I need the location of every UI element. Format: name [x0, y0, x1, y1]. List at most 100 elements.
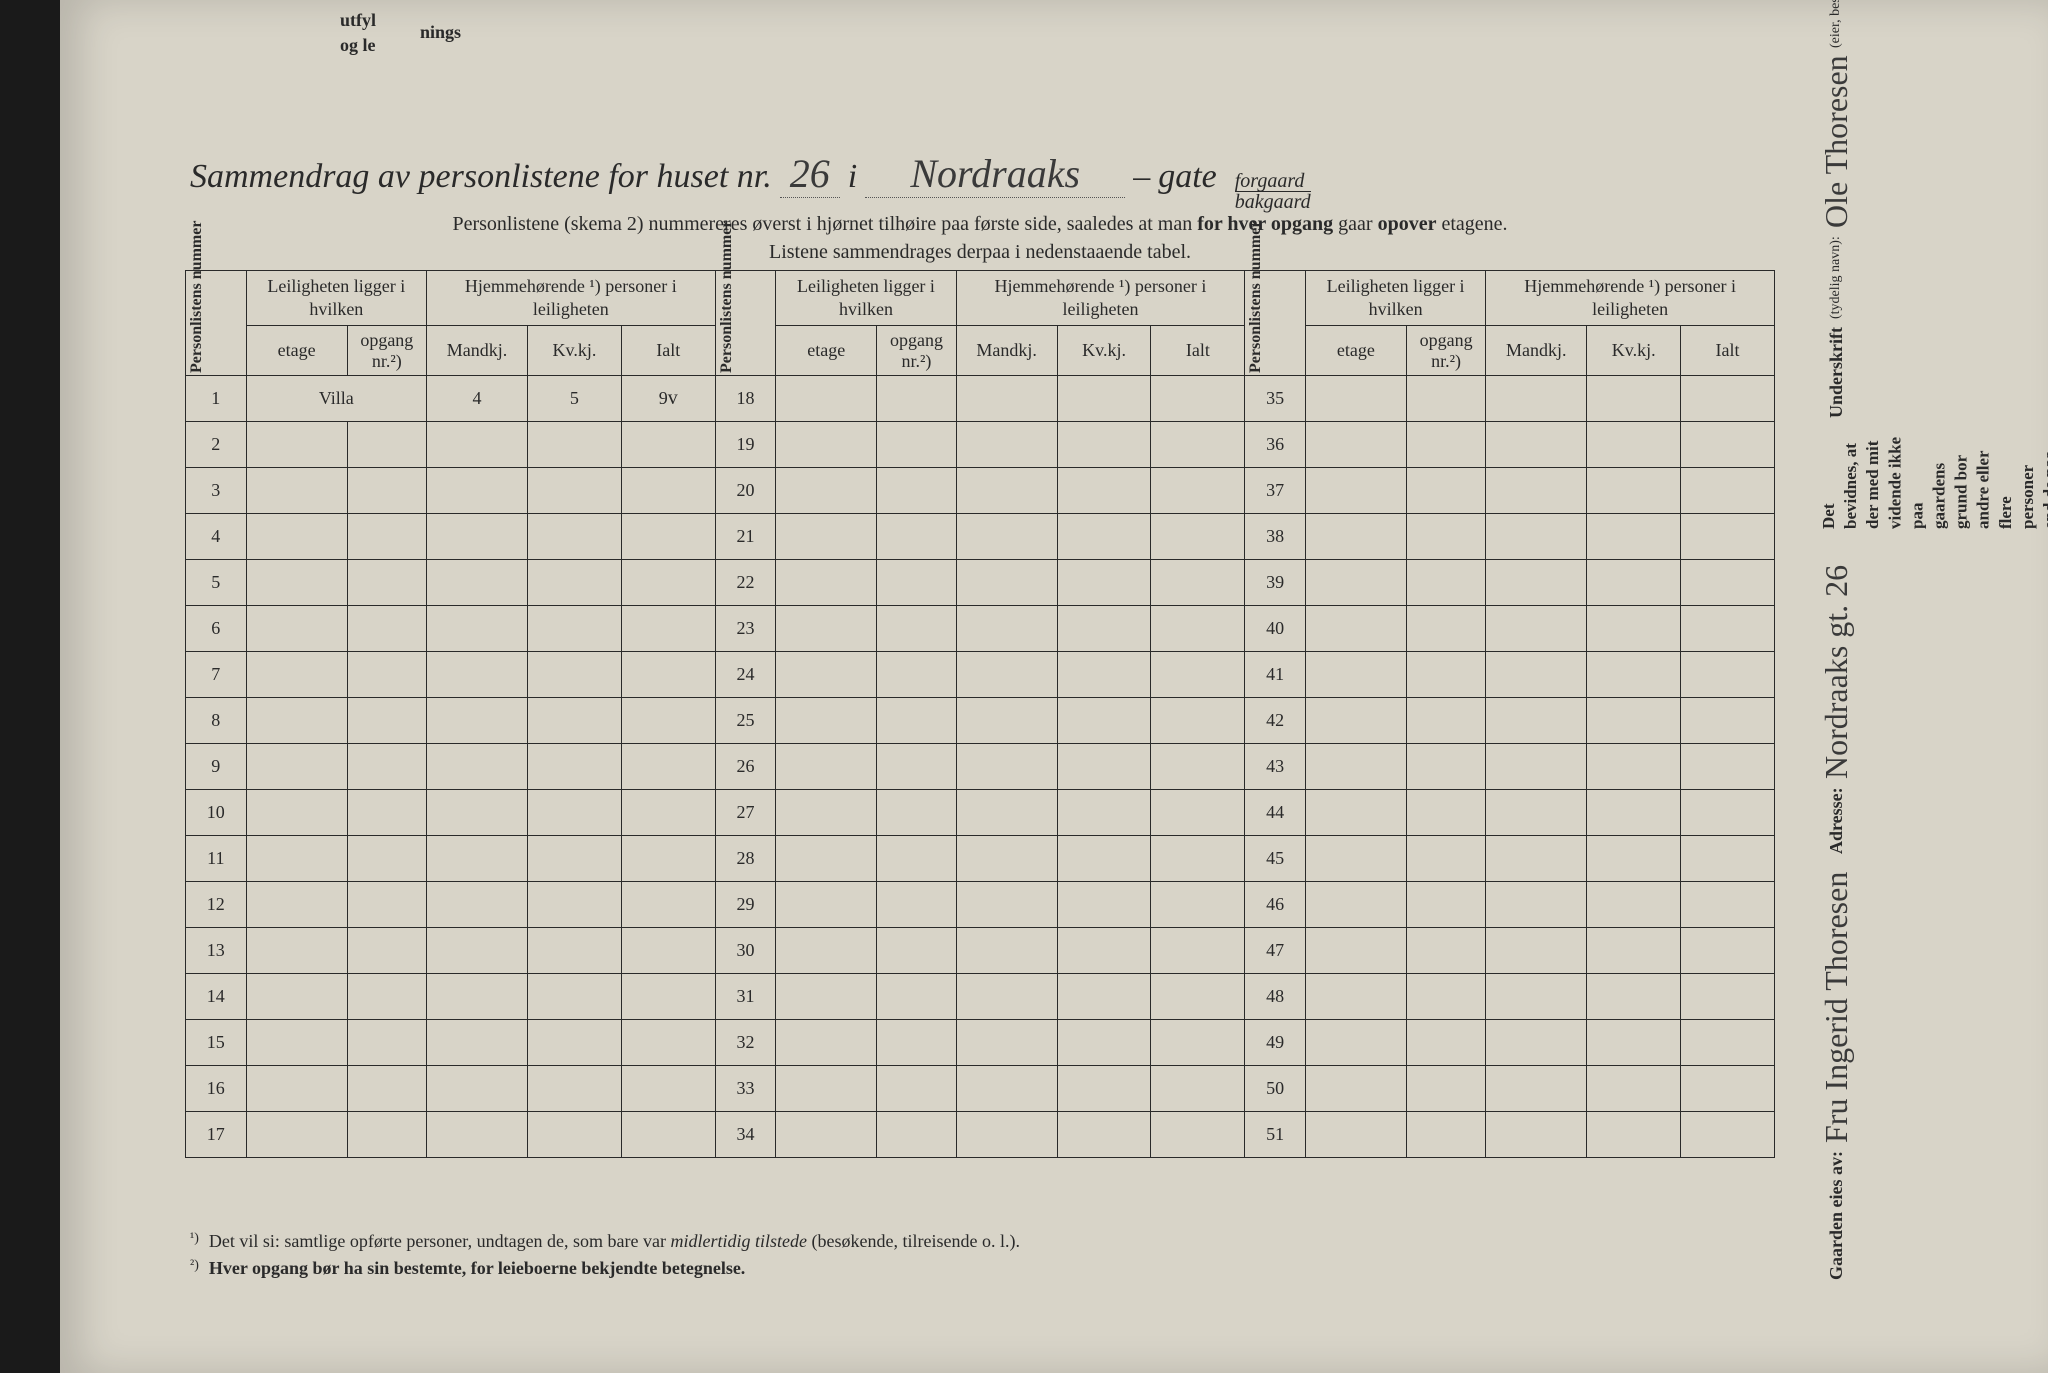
- cell-empty: [1057, 744, 1151, 790]
- cell-empty: [956, 652, 1057, 698]
- cell-etage: [246, 422, 347, 468]
- title-prefix: Sammendrag av personlistene for huset nr…: [190, 158, 772, 196]
- cell-opgang: [347, 422, 426, 468]
- row-number: 27: [715, 790, 776, 836]
- cell-mandkj: [427, 1066, 528, 1112]
- cell-empty: [1406, 882, 1485, 928]
- cell-empty: [1151, 928, 1245, 974]
- col-mandkj: Mandkj.: [956, 326, 1057, 376]
- cell-empty: [1681, 422, 1775, 468]
- col-personlistens: Personlistens nummer: [1247, 273, 1265, 373]
- cell-mandkj: [427, 744, 528, 790]
- row-number: 2: [186, 422, 247, 468]
- col-ialt: Ialt: [1151, 326, 1245, 376]
- row-number: 36: [1245, 422, 1306, 468]
- cell-empty: [1305, 468, 1406, 514]
- cell-empty: [1151, 1112, 1245, 1158]
- cell-kvkj: [528, 928, 622, 974]
- cell-empty: [1151, 790, 1245, 836]
- cell-mandkj: [427, 606, 528, 652]
- table-row: 82542: [186, 698, 1775, 744]
- row-number: 29: [715, 882, 776, 928]
- row-number: 30: [715, 928, 776, 974]
- cell-empty: [1406, 468, 1485, 514]
- table-row: 163350: [186, 1066, 1775, 1112]
- cell-empty: [1151, 1020, 1245, 1066]
- cell-empty: [956, 836, 1057, 882]
- subtitle-line2: Listene sammendrages derpaa i nedenstaae…: [190, 238, 1770, 266]
- cell-empty: [956, 1112, 1057, 1158]
- cell-mandkj: [427, 468, 528, 514]
- bakgaard-label: bakgaard: [1235, 192, 1311, 212]
- cell-ialt: [621, 928, 715, 974]
- row-number: 22: [715, 560, 776, 606]
- cell-empty: [877, 1020, 956, 1066]
- cell-empty: [1057, 468, 1151, 514]
- row-number: 48: [1245, 974, 1306, 1020]
- cell-mandkj: [427, 790, 528, 836]
- col-etage: etage: [246, 326, 347, 376]
- cell-empty: [1587, 376, 1681, 422]
- cell-ialt: [621, 1112, 715, 1158]
- cell-opgang: [347, 744, 426, 790]
- cell-empty: [877, 514, 956, 560]
- cell-empty: [1305, 1066, 1406, 1112]
- signature-line: Underskrift (tydelig navn): Ole Thoresen…: [1818, 0, 2048, 418]
- subtitle: Personlistene (skema 2) nummereres øvers…: [190, 210, 1770, 266]
- cell-empty: [1057, 790, 1151, 836]
- top-edge-fragments: utfyl og le nings: [60, 0, 2048, 90]
- row-number: 20: [715, 468, 776, 514]
- col-ialt: Ialt: [621, 326, 715, 376]
- cell-empty: [1305, 836, 1406, 882]
- cell-empty: [776, 836, 877, 882]
- forgaard-label: forgaard: [1235, 171, 1311, 192]
- owner-address-line: Adresse: Nordraaks gt. 26: [1818, 565, 2048, 854]
- cell-ialt: [621, 698, 715, 744]
- cell-empty: [1406, 652, 1485, 698]
- table-row: 112845: [186, 836, 1775, 882]
- cell-mandkj: 4: [427, 376, 528, 422]
- cell-empty: [1057, 560, 1151, 606]
- cell-empty: [1406, 422, 1485, 468]
- cell-empty: [1151, 698, 1245, 744]
- cell-mandkj: [427, 1112, 528, 1158]
- cell-empty: [1681, 790, 1775, 836]
- census-table-wrap: Personlistens nummer Leiligheten ligger …: [185, 270, 1775, 1158]
- col-mandkj: Mandkj.: [1486, 326, 1587, 376]
- cell-empty: [776, 790, 877, 836]
- cell-ialt: [621, 790, 715, 836]
- cell-kvkj: [528, 468, 622, 514]
- cell-empty: [1587, 1020, 1681, 1066]
- cell-empty: [956, 1066, 1057, 1112]
- cell-empty: [1057, 698, 1151, 744]
- census-table: Personlistens nummer Leiligheten ligger …: [185, 270, 1775, 1158]
- cell-empty: [1486, 882, 1587, 928]
- cell-ialt: [621, 974, 715, 1020]
- cell-etage: [246, 1112, 347, 1158]
- row-number: 18: [715, 376, 776, 422]
- cell-empty: [1057, 1112, 1151, 1158]
- cell-empty: [1486, 744, 1587, 790]
- main-title: Sammendrag av personlistene for huset nr…: [190, 150, 1770, 212]
- cell-empty: [776, 1112, 877, 1158]
- cell-empty: [877, 974, 956, 1020]
- cell-empty: [1681, 376, 1775, 422]
- cell-empty: [776, 652, 877, 698]
- cell-empty: [776, 882, 877, 928]
- cell-empty: [1681, 514, 1775, 560]
- table-row: 1Villa459v1835: [186, 376, 1775, 422]
- cell-empty: [776, 974, 877, 1020]
- row-number: 31: [715, 974, 776, 1020]
- cell-empty: [1151, 882, 1245, 928]
- cell-empty: [1151, 560, 1245, 606]
- cell-empty: [1305, 928, 1406, 974]
- cell-empty: [877, 836, 956, 882]
- cell-opgang: [347, 1112, 426, 1158]
- cell-etage: [246, 560, 347, 606]
- row-number: 37: [1245, 468, 1306, 514]
- cell-empty: [956, 882, 1057, 928]
- gate-suffix: forgaard bakgaard: [1235, 171, 1311, 212]
- cell-empty: [1486, 790, 1587, 836]
- cell-empty: [1305, 422, 1406, 468]
- cell-empty: [1681, 974, 1775, 1020]
